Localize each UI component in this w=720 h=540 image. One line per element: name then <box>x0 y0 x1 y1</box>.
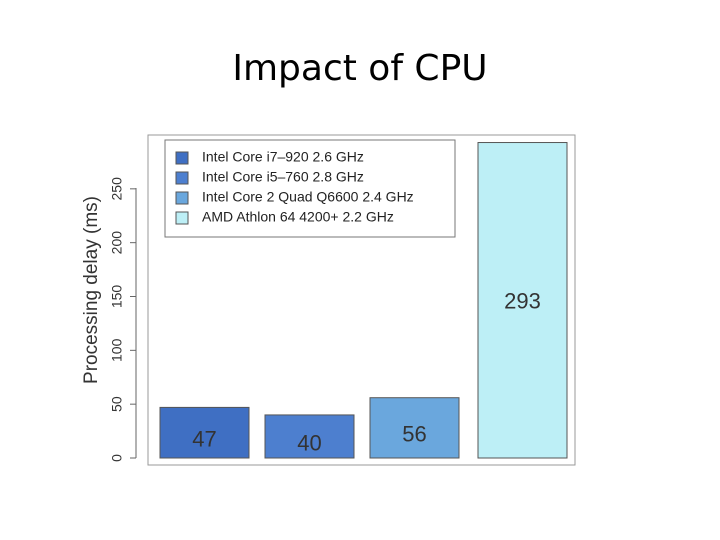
legend-label: Intel Core i5–760 2.8 GHz <box>202 169 364 185</box>
legend-label: AMD Athlon 64 4200+ 2.2 GHz <box>202 209 394 225</box>
legend-swatch <box>175 151 189 165</box>
y-tick-label: 150 <box>109 285 125 309</box>
legend-box <box>164 139 456 238</box>
data-label: 293 <box>504 288 541 313</box>
y-tick-label: 200 <box>109 231 125 255</box>
data-label: 56 <box>402 422 426 447</box>
legend-label: Intel Core i7–920 2.6 GHz <box>202 149 364 165</box>
data-label: 40 <box>297 430 321 455</box>
y-tick-label: 100 <box>109 338 125 362</box>
legend-swatch <box>175 211 189 225</box>
plot-frame <box>147 134 576 466</box>
bar <box>477 142 568 459</box>
bar <box>159 406 250 459</box>
bar <box>264 414 355 459</box>
legend-swatch <box>175 191 189 205</box>
slide-title: Impact of CPU <box>232 48 487 89</box>
data-label: 47 <box>192 427 216 452</box>
y-axis-title: Processing delay (ms) <box>81 196 102 384</box>
y-tick-label: 0 <box>109 454 125 462</box>
y-tick-label: 50 <box>109 396 125 412</box>
legend-label: Intel Core 2 Quad Q6600 2.4 GHz <box>202 189 414 205</box>
bar <box>369 397 460 459</box>
y-tick-label: 250 <box>109 177 125 201</box>
legend-swatch <box>175 171 189 185</box>
